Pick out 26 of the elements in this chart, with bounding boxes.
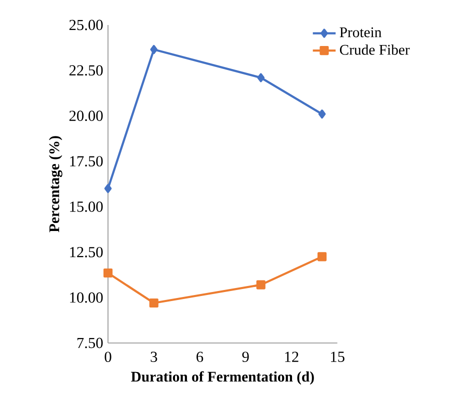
x-tick-label: 0 <box>104 352 112 362</box>
point <box>104 184 112 194</box>
legend-label: Protein <box>340 27 382 38</box>
y-tick-label: 20.00 <box>69 110 103 122</box>
x-tick-label: 15 <box>331 352 344 362</box>
x-tick-label: 9 <box>242 352 249 362</box>
y-tick-label: 10.00 <box>70 292 103 303</box>
y-tick-label: 25.00 <box>69 20 103 30</box>
y-tick-label: 17.50 <box>70 156 103 166</box>
point <box>149 298 158 308</box>
y-tick-label: 15.00 <box>70 202 103 212</box>
x-tick-label: 3 <box>150 352 158 362</box>
point <box>318 252 327 262</box>
x-tick-label: 12 <box>285 352 298 362</box>
y-tick-label: 7.50 <box>77 338 103 348</box>
legend-label: Crude Fiber <box>340 44 410 55</box>
x-axis-title: Duration of Fermentation (d) <box>131 371 314 385</box>
y-tick-label: 22.50 <box>69 65 103 76</box>
x-tick-label: 6 <box>196 352 204 362</box>
point <box>257 73 265 82</box>
y-axis-title: Percentage (%) <box>48 136 62 232</box>
y-tick-label: 12.50 <box>70 246 103 258</box>
point <box>150 44 158 54</box>
point <box>256 280 266 290</box>
point <box>103 268 113 278</box>
point <box>318 109 326 119</box>
